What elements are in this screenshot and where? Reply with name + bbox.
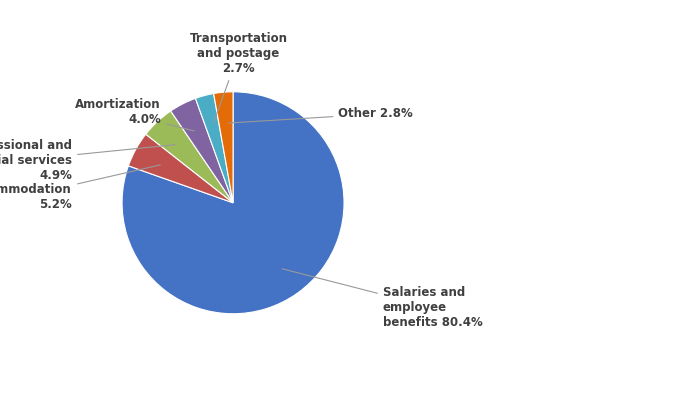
Wedge shape <box>146 111 233 203</box>
Text: Transportation
and postage
2.7%: Transportation and postage 2.7% <box>190 32 288 123</box>
Text: Amortization
4.0%: Amortization 4.0% <box>76 98 194 131</box>
Wedge shape <box>195 94 233 203</box>
Wedge shape <box>214 92 233 203</box>
Text: Accommodation
5.2%: Accommodation 5.2% <box>0 165 160 211</box>
Wedge shape <box>122 92 344 314</box>
Text: Professional and
special services
4.9%: Professional and special services 4.9% <box>0 139 176 182</box>
Wedge shape <box>128 134 233 203</box>
Text: Salaries and
employee
benefits 80.4%: Salaries and employee benefits 80.4% <box>282 269 482 329</box>
Wedge shape <box>171 98 233 203</box>
Text: Other 2.8%: Other 2.8% <box>229 108 413 123</box>
